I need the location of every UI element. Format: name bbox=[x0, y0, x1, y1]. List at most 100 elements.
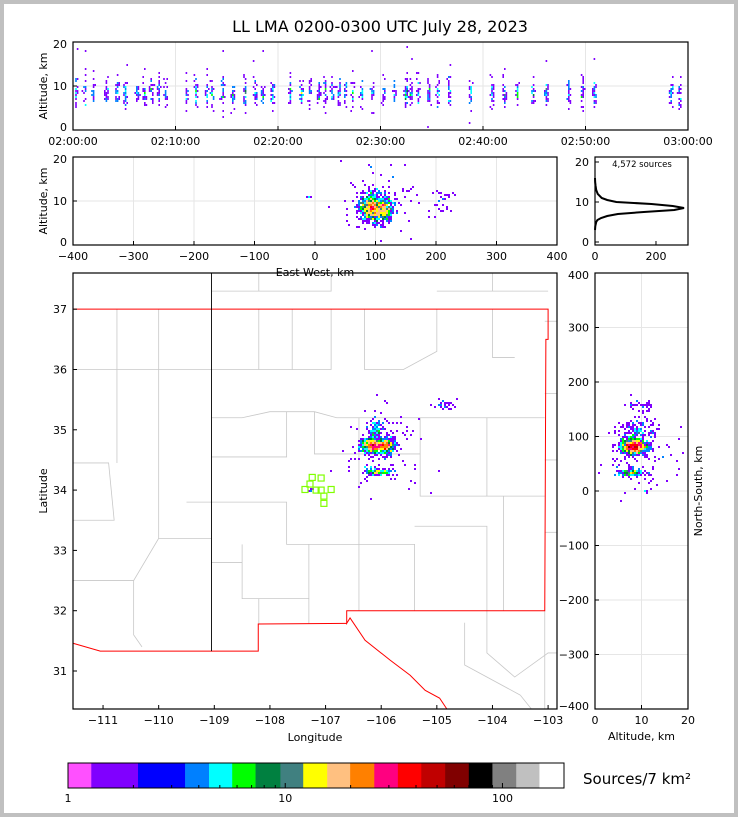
source-density-cell bbox=[378, 222, 380, 224]
source-density-cell bbox=[634, 428, 636, 430]
source-density-cell bbox=[394, 192, 396, 194]
source-density-cell bbox=[440, 406, 442, 408]
source-density-cell bbox=[658, 458, 660, 460]
source-density-cell bbox=[366, 196, 368, 198]
source-density-cell bbox=[382, 200, 384, 202]
county-line bbox=[133, 580, 143, 648]
source-density-cell bbox=[392, 436, 394, 438]
source-density-cell bbox=[624, 428, 626, 430]
source-density-cell bbox=[545, 60, 548, 62]
source-density-cell bbox=[364, 220, 366, 222]
source-density-cell bbox=[370, 212, 372, 214]
source-density-cell bbox=[582, 78, 584, 80]
y-tick-label: 31 bbox=[53, 665, 67, 678]
source-density-cell bbox=[566, 98, 568, 100]
source-density-cell bbox=[388, 472, 390, 474]
source-density-cell bbox=[630, 444, 632, 446]
source-density-cell bbox=[382, 218, 384, 220]
source-density-cell bbox=[390, 452, 392, 454]
source-density-cell bbox=[310, 80, 312, 82]
source-density-cell bbox=[115, 88, 117, 90]
source-density-cell bbox=[580, 94, 583, 96]
source-density-cell bbox=[366, 476, 368, 478]
source-density-cell bbox=[593, 90, 596, 92]
source-density-cell bbox=[378, 438, 380, 440]
source-density-cell bbox=[630, 440, 632, 442]
source-density-cell bbox=[134, 92, 136, 94]
source-density-cell bbox=[624, 448, 626, 450]
source-density-cell bbox=[392, 422, 394, 424]
source-density-cell bbox=[380, 450, 382, 452]
source-density-cell bbox=[308, 80, 311, 82]
source-density-cell bbox=[361, 96, 364, 98]
source-density-cell bbox=[360, 444, 362, 446]
source-density-cell bbox=[642, 438, 644, 440]
source-density-cell bbox=[163, 94, 165, 96]
source-density-cell bbox=[344, 88, 346, 90]
source-density-cell bbox=[81, 90, 84, 92]
source-density-cell bbox=[678, 108, 680, 110]
source-density-cell bbox=[308, 82, 311, 84]
source-density-cell bbox=[374, 410, 376, 412]
source-density-cell bbox=[310, 78, 312, 80]
source-density-cell bbox=[262, 92, 264, 94]
source-density-cell bbox=[344, 84, 346, 86]
source-density-cell bbox=[644, 446, 646, 448]
source-density-cell bbox=[243, 90, 245, 92]
source-density-cell bbox=[434, 406, 436, 408]
source-density-cell bbox=[638, 440, 640, 442]
source-density-cell bbox=[444, 402, 446, 404]
source-density-cell bbox=[402, 432, 404, 434]
source-density-cell bbox=[94, 84, 96, 86]
source-density-cell bbox=[83, 100, 85, 102]
source-density-cell bbox=[382, 204, 384, 206]
source-density-cell bbox=[124, 98, 127, 100]
colorbar-segment bbox=[539, 763, 565, 788]
source-density-cell bbox=[626, 470, 628, 472]
source-density-cell bbox=[628, 470, 630, 472]
source-density-cell bbox=[650, 404, 652, 406]
source-density-cell bbox=[273, 102, 276, 104]
source-density-cell bbox=[206, 84, 208, 86]
source-density-cell bbox=[468, 80, 471, 82]
source-density-cell bbox=[652, 422, 654, 424]
source-density-cell bbox=[491, 86, 493, 88]
source-density-cell bbox=[329, 90, 332, 92]
source-density-cell bbox=[158, 88, 160, 90]
source-density-cell bbox=[368, 216, 370, 218]
source-density-cell bbox=[384, 438, 386, 440]
source-density-cell bbox=[118, 84, 120, 86]
source-density-cell bbox=[372, 194, 374, 196]
source-density-cell bbox=[92, 92, 95, 94]
source-density-cell bbox=[392, 210, 394, 212]
colorbar-segment bbox=[209, 763, 233, 788]
source-density-cell bbox=[516, 88, 519, 90]
source-density-cell bbox=[374, 214, 376, 216]
source-density-cell bbox=[642, 436, 644, 438]
source-density-cell bbox=[428, 86, 431, 88]
source-density-cell bbox=[384, 418, 386, 420]
source-density-cell bbox=[592, 92, 594, 94]
source-density-cell bbox=[626, 436, 628, 438]
source-density-cell bbox=[362, 202, 364, 204]
source-density-cell bbox=[417, 98, 420, 100]
source-density-cell bbox=[222, 90, 224, 92]
source-density-cell bbox=[630, 402, 632, 404]
source-density-cell bbox=[204, 92, 207, 94]
source-density-cell bbox=[404, 434, 406, 436]
source-density-cell bbox=[624, 452, 626, 454]
source-density-cell bbox=[640, 444, 642, 446]
source-density-cell bbox=[342, 450, 344, 452]
source-density-cell bbox=[232, 100, 234, 102]
source-density-cell bbox=[360, 192, 362, 194]
source-density-cell bbox=[372, 430, 374, 432]
source-density-cell bbox=[670, 100, 672, 102]
x-tick-label: 0 bbox=[592, 714, 599, 727]
source-density-cell bbox=[386, 442, 388, 444]
source-density-cell bbox=[380, 212, 382, 214]
source-density-cell bbox=[545, 88, 548, 90]
county-line bbox=[211, 273, 332, 292]
source-density-cell bbox=[243, 98, 245, 100]
source-density-cell bbox=[544, 94, 546, 96]
source-density-cell bbox=[492, 92, 495, 94]
